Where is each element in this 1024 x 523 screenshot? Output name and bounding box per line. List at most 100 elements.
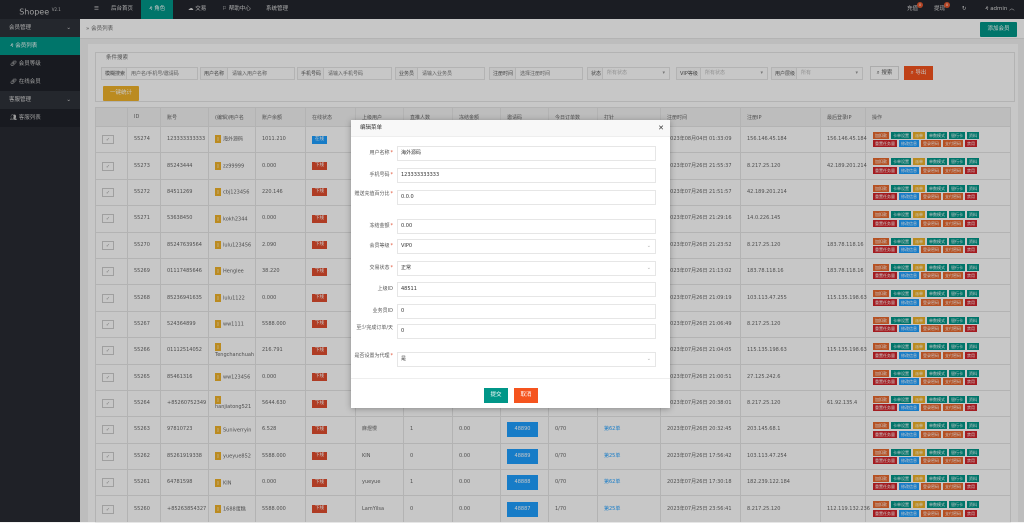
action-button[interactable]: 修改信息 (899, 404, 919, 412)
action-button[interactable]: 支付密码 (943, 430, 963, 438)
action-button[interactable]: 银行卡 (949, 290, 965, 298)
action-button[interactable]: 银行卡 (949, 158, 965, 166)
action-button[interactable]: 禁用 (965, 272, 977, 280)
action-button[interactable]: 资料 (967, 501, 979, 509)
needle-link[interactable]: 第62单 (604, 426, 621, 433)
cell-username[interactable]: ▯ zz99999 (208, 152, 256, 180)
action-button[interactable]: 支付密码 (943, 377, 963, 385)
action-button[interactable]: 资料 (967, 290, 979, 298)
action-button[interactable]: 卡单设置 (891, 501, 911, 509)
action-button[interactable]: 登录密码 (921, 457, 941, 465)
vip-select[interactable]: 所有状态 ▾ (700, 67, 768, 80)
action-button[interactable]: 银行卡 (949, 343, 965, 351)
action-button[interactable]: 加扣款 (873, 422, 889, 430)
action-button[interactable]: 派单 (913, 448, 925, 456)
cancel-button[interactable]: 取消 (514, 388, 538, 403)
recharge-link[interactable]: 充值 0 (907, 2, 924, 12)
needle-link[interactable]: 第62单 (604, 479, 621, 486)
action-button[interactable]: 支付密码 (943, 298, 963, 306)
action-button[interactable]: 资料 (967, 395, 979, 403)
action-button[interactable]: 重置任务量 (873, 193, 897, 201)
action-button[interactable]: 卡单设置 (891, 395, 911, 403)
action-button[interactable]: 加扣款 (873, 237, 889, 245)
action-button[interactable]: 支付密码 (943, 351, 963, 359)
action-button[interactable]: 支付密码 (943, 457, 963, 465)
cell-username[interactable]: ▯ cbj123456 (208, 178, 256, 207)
action-button[interactable]: 登录密码 (921, 483, 941, 491)
action-button[interactable]: 加扣款 (873, 158, 889, 166)
edit-icon[interactable]: ▯ (215, 188, 221, 197)
action-button[interactable]: 银行卡 (949, 211, 965, 219)
action-button[interactable]: 卡单设置 (891, 263, 911, 271)
cell-username[interactable]: ▯ ww123456 (208, 363, 256, 391)
action-button[interactable]: 银行卡 (949, 369, 965, 377)
add-member-button[interactable]: 添加会员 (980, 22, 1017, 37)
action-button[interactable]: 卡单设置 (891, 184, 911, 192)
action-button[interactable]: 加扣款 (873, 343, 889, 351)
action-button[interactable]: 单数模式 (927, 343, 947, 351)
action-button[interactable]: 派单 (913, 475, 925, 483)
edit-icon[interactable]: ▯ (215, 478, 221, 487)
invite-code-button[interactable]: 48888 (507, 475, 538, 491)
action-button[interactable]: 登录密码 (921, 509, 941, 517)
action-button[interactable]: 禁用 (965, 245, 977, 253)
action-button[interactable]: 资料 (967, 132, 979, 139)
action-button[interactable]: 资料 (967, 184, 979, 192)
action-button[interactable]: 卡单设置 (891, 343, 911, 351)
action-button[interactable]: 禁用 (965, 193, 977, 201)
action-button[interactable]: 重置任务量 (873, 509, 897, 517)
field-select[interactable]: 正常 ⌄ (397, 261, 656, 276)
action-button[interactable]: 重置任务量 (873, 272, 897, 280)
row-checkbox[interactable]: ✓ (102, 451, 114, 461)
action-button[interactable]: 禁用 (965, 351, 977, 359)
cell-username[interactable]: ▯ Suniverryin (208, 416, 256, 444)
action-button[interactable]: 加扣款 (873, 184, 889, 192)
action-button[interactable]: 支付密码 (943, 325, 963, 333)
field-input[interactable]: 0.00 (397, 219, 656, 234)
row-checkbox[interactable]: ✓ (102, 504, 114, 514)
action-button[interactable]: 银行卡 (949, 237, 965, 245)
action-button[interactable]: 登录密码 (921, 298, 941, 306)
regtime-input[interactable] (515, 67, 583, 80)
action-button[interactable]: 卡单设置 (891, 290, 911, 298)
action-button[interactable]: 派单 (913, 395, 925, 403)
action-button[interactable]: 修改信息 (899, 140, 919, 148)
field-input[interactable]: 0 (397, 304, 656, 319)
edit-icon[interactable]: ▯ (215, 452, 221, 461)
action-button[interactable]: 重置任务量 (873, 457, 897, 465)
action-button[interactable]: 银行卡 (949, 501, 965, 509)
sidebar-item-online-members[interactable]: 🔗︎ 在线会员 (0, 73, 80, 91)
action-button[interactable]: 加扣款 (873, 475, 889, 483)
edit-icon[interactable]: ▯ (215, 135, 221, 144)
action-button[interactable]: 卡单设置 (891, 422, 911, 430)
action-button[interactable]: 银行卡 (949, 316, 965, 324)
action-button[interactable]: 派单 (913, 263, 925, 271)
user-menu[interactable]: ዳ admin ︿ (985, 6, 1015, 12)
edit-icon[interactable]: ▯ (215, 293, 221, 302)
action-button[interactable]: 登录密码 (921, 404, 941, 412)
action-button[interactable]: 修改信息 (899, 430, 919, 438)
action-button[interactable]: 派单 (913, 290, 925, 298)
search-button[interactable]: ⌕ 搜索 (870, 66, 899, 80)
row-checkbox[interactable]: ✓ (102, 214, 114, 224)
action-button[interactable]: 银行卡 (949, 184, 965, 192)
invite-code-button[interactable]: 48887 (507, 501, 538, 517)
action-button[interactable]: 银行卡 (949, 132, 965, 139)
action-button[interactable]: 修改信息 (899, 298, 919, 306)
action-button[interactable]: 派单 (913, 132, 925, 139)
action-button[interactable]: 登录密码 (921, 325, 941, 333)
action-button[interactable]: 修改信息 (899, 509, 919, 517)
edit-icon[interactable]: ▯ (215, 214, 221, 223)
field-select[interactable]: VIP0 ⌄ (397, 239, 656, 254)
action-button[interactable]: 银行卡 (949, 263, 965, 271)
stats-button[interactable]: 一键统计 (103, 86, 139, 101)
action-button[interactable]: 单数模式 (927, 184, 947, 192)
field-input[interactable]: 0 (397, 324, 656, 339)
action-button[interactable]: 资料 (967, 316, 979, 324)
action-button[interactable]: 重置任务量 (873, 377, 897, 385)
action-button[interactable]: 银行卡 (949, 422, 965, 430)
edit-icon[interactable]: ▯ (215, 395, 221, 404)
action-button[interactable]: 加扣款 (873, 448, 889, 456)
sidebar-item-service-list[interactable]: 👥︎ 客服列表 (0, 109, 80, 127)
menu-toggle-icon[interactable]: ☰ (94, 6, 99, 12)
